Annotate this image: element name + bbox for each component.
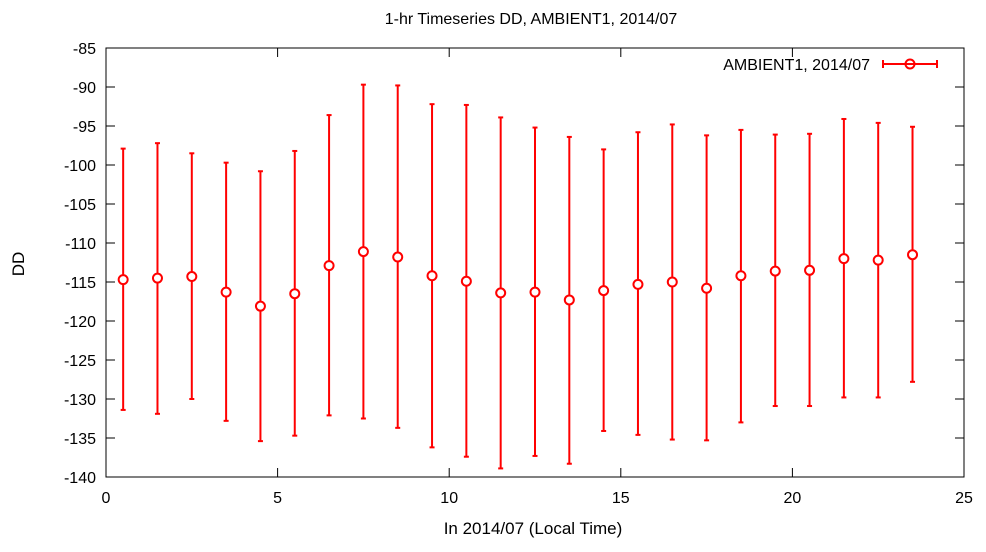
data-point [598, 285, 610, 297]
data-point [701, 282, 713, 294]
y-tick-label: -95 [73, 119, 96, 136]
data-point [289, 288, 301, 300]
data-point [323, 260, 335, 272]
x-tick-label: 20 [784, 490, 802, 507]
data-point [907, 249, 919, 261]
data-point [632, 278, 644, 290]
data-point [872, 254, 884, 266]
data-point [563, 294, 575, 306]
legend: AMBIENT1, 2014/07 [723, 57, 938, 74]
y-tick-label: -125 [64, 353, 96, 370]
data-point [666, 276, 678, 288]
x-tick-label: 25 [955, 490, 973, 507]
chart-title: 1-hr Timeseries DD, AMBIENT1, 2014/07 [385, 11, 678, 28]
plot-frame [105, 47, 965, 478]
y-tick-label: -130 [64, 392, 96, 409]
data-point [254, 300, 266, 312]
legend-label: AMBIENT1, 2014/07 [723, 57, 870, 74]
data-point [735, 270, 747, 282]
data-point [357, 246, 369, 258]
data-point [186, 271, 198, 283]
x-tick-label: 5 [273, 490, 282, 507]
data-point [151, 272, 163, 284]
y-tick-label: -105 [64, 197, 96, 214]
y-tick-label: -100 [64, 158, 96, 175]
y-tick-label: -85 [73, 41, 96, 58]
series-layer [117, 83, 919, 470]
y-axis-label: DD [9, 252, 28, 277]
data-point [495, 287, 507, 299]
data-point [220, 286, 232, 298]
y-tick-label: -115 [65, 275, 96, 292]
ticks-layer: 0 5 10 15 20 25 -140 -135 -130 -125 -120 -115 -110 -1… [64, 41, 973, 507]
legend-marker [904, 58, 916, 70]
y-tick-label: -135 [64, 431, 96, 448]
x-tick-label: 0 [102, 490, 111, 507]
data-point [838, 253, 850, 265]
data-point [529, 286, 541, 298]
data-point [460, 275, 472, 287]
x-tick-label: 10 [440, 490, 458, 507]
y-tick-label: -90 [73, 80, 96, 97]
data-point [392, 251, 404, 263]
y-tick-label: -110 [65, 236, 96, 253]
data-point [426, 270, 438, 282]
x-axis-label: In 2014/07 (Local Time) [444, 519, 623, 538]
y-tick-label: -140 [64, 470, 96, 487]
data-point [117, 274, 129, 286]
x-tick-label: 15 [612, 490, 630, 507]
y-tick-label: -120 [64, 314, 96, 331]
data-point [769, 265, 781, 277]
data-point [804, 264, 816, 276]
